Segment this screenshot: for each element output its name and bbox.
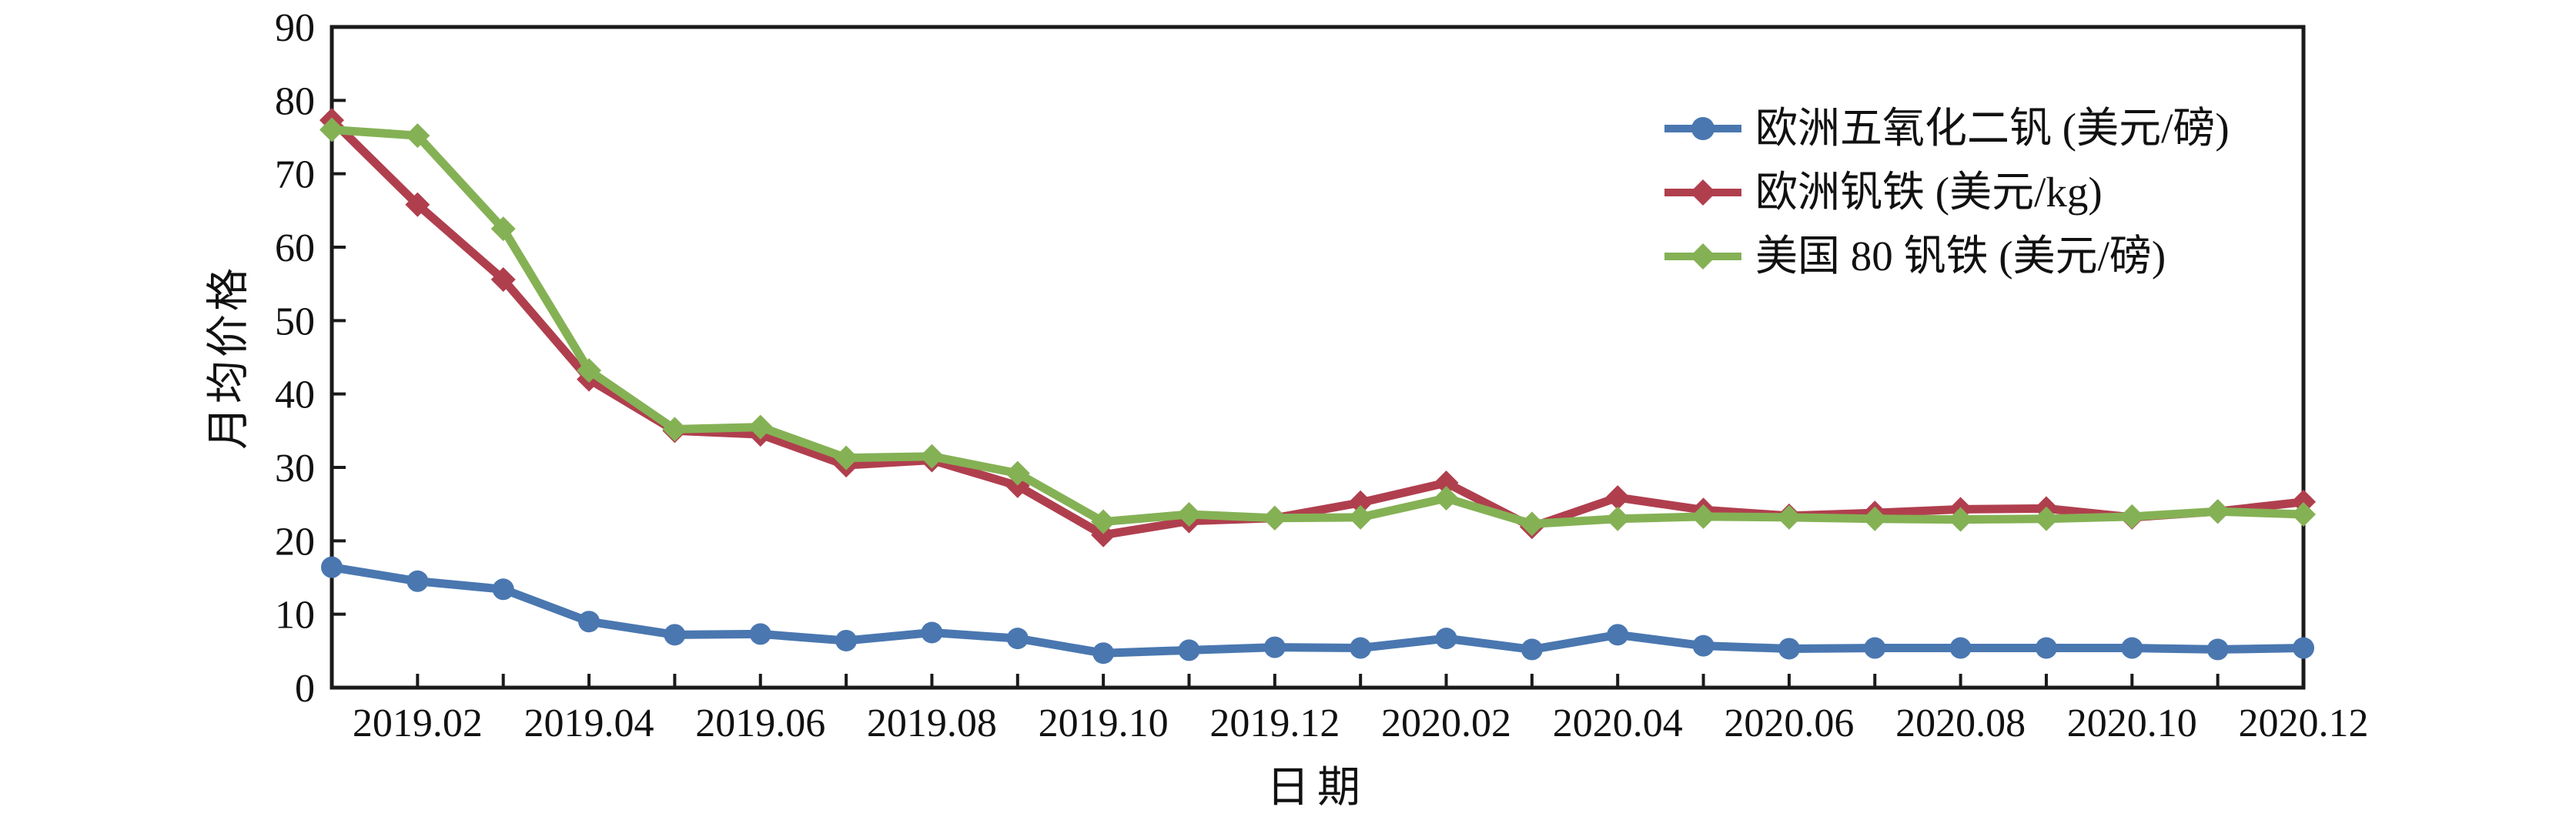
series-2-marker [1605, 506, 1631, 531]
series-2-marker [748, 414, 773, 440]
series-0-marker [1607, 624, 1629, 646]
series-0-marker [1521, 638, 1543, 661]
series-1-marker [1605, 485, 1631, 511]
y-tick-label: 10 [275, 594, 315, 638]
series-2-marker [2033, 506, 2059, 531]
series-0-marker [835, 629, 858, 651]
series-0-marker [1864, 637, 1886, 659]
chart-legend: 欧洲五氧化二钒 (美元/磅) 欧洲钒铁 (美元/kg) 美国 80 钒铁 (美元… [1663, 102, 2230, 283]
legend-marker-red-icon [1664, 179, 1741, 206]
series-line-0 [327, 563, 2308, 658]
series-0-marker [2121, 637, 2143, 659]
series-2-marker [319, 117, 344, 142]
series-2-marker [834, 445, 859, 470]
y-tick-label: 50 [275, 300, 315, 343]
plot-box [330, 25, 2306, 690]
series-0-marker [921, 621, 943, 644]
series-2-marker [1005, 460, 1030, 486]
x-tick-label: 2020.06 [1724, 701, 1854, 745]
x-tick-label: 2020.04 [1553, 701, 1683, 745]
y-tick-label: 0 [295, 667, 315, 711]
series-0-marker [1263, 636, 1286, 658]
y-tick-label: 90 [275, 6, 315, 50]
legend-item-fev80-us: 美国 80 钒铁 (美元/磅) [1663, 229, 2230, 283]
series-0-marker [1178, 639, 1200, 661]
y-tick-label: 40 [275, 373, 315, 417]
series-2-marker [490, 216, 516, 242]
series-2-marker [405, 123, 430, 149]
series-2-marker [1862, 506, 1888, 531]
series-2-marker [577, 358, 602, 383]
x-tick-label: 2020.02 [1381, 701, 1511, 745]
x-tick-label: 2019.06 [695, 701, 825, 745]
series-2-marker [2205, 499, 2230, 524]
x-tick-label: 2020.08 [1895, 701, 2026, 745]
x-tick-label: 2019.02 [353, 701, 483, 745]
series-0-marker [321, 556, 343, 578]
series-0-marker [2206, 638, 2229, 661]
x-tick-label: 2019.08 [867, 701, 997, 745]
series-1-marker [1348, 490, 1373, 515]
series-2-marker [1434, 486, 1459, 511]
series-0-marker [578, 611, 601, 633]
series-2-marker [1776, 504, 1802, 530]
series-2-marker [919, 444, 945, 469]
legend-item-v2o5-europe: 欧洲五氧化二钒 (美元/磅) [1663, 102, 2230, 155]
series-0-marker [1435, 628, 1457, 650]
series-0-marker [1949, 637, 1972, 659]
series-1-marker [2291, 489, 2316, 514]
series-1-marker [1434, 470, 1459, 496]
x-tick-label: 2019.12 [1209, 701, 1340, 745]
y-tick-label: 60 [275, 226, 315, 270]
series-2-marker [1348, 504, 1373, 530]
y-tick-label: 70 [275, 153, 315, 197]
series-0-marker [2293, 637, 2314, 659]
y-tick-label: 20 [275, 520, 315, 564]
series-2-marker [1262, 505, 1287, 531]
y-axis-title: 月均价格 [205, 265, 253, 450]
series-2-marker [2291, 502, 2316, 527]
series-2-marker [2119, 504, 2145, 529]
x-tick-label: 2019.10 [1039, 701, 1169, 745]
y-tick-label: 80 [275, 79, 315, 123]
series-0-marker [1692, 635, 1715, 657]
legend-marker-green-icon [1664, 243, 1741, 270]
series-0-marker [1350, 637, 1372, 659]
series-2-marker [1691, 504, 1716, 529]
y-tick-label: 30 [275, 447, 315, 491]
x-tick-label: 2020.12 [2239, 701, 2369, 745]
legend-marker-blue-icon [1664, 116, 1741, 140]
series-2-marker [662, 417, 687, 442]
legend-label-v2o5-europe: 欧洲五氧化二钒 (美元/磅) [1755, 105, 2230, 152]
series-1-marker [490, 266, 516, 292]
series-0-marker [1778, 638, 1800, 660]
series-1-marker [1091, 522, 1116, 547]
series-0-marker [1092, 642, 1115, 665]
series-line-2 [327, 125, 2308, 528]
series-1-marker [405, 192, 430, 217]
legend-label-fev-europe: 欧洲钒铁 (美元/kg) [1755, 169, 2103, 216]
series-0-marker [749, 623, 771, 645]
legend-label-fev80-us: 美国 80 钒铁 (美元/磅) [1755, 233, 2166, 280]
series-2-marker [1091, 509, 1116, 534]
series-0-marker [664, 624, 686, 646]
x-tick-label: 2020.10 [2067, 701, 2197, 745]
series-0-marker [1006, 628, 1029, 650]
legend-item-fev-europe: 欧洲钒铁 (美元/kg) [1663, 166, 2230, 219]
series-2-marker [1519, 511, 1544, 537]
series-0-marker [406, 570, 429, 592]
series-0-marker [2035, 637, 2057, 659]
series-0-marker [492, 578, 514, 601]
x-axis-title: 日期 [1266, 764, 1368, 812]
x-tick-label: 2019.04 [524, 701, 654, 745]
series-2-marker [1948, 507, 1973, 532]
series-2-marker [1176, 502, 1202, 527]
